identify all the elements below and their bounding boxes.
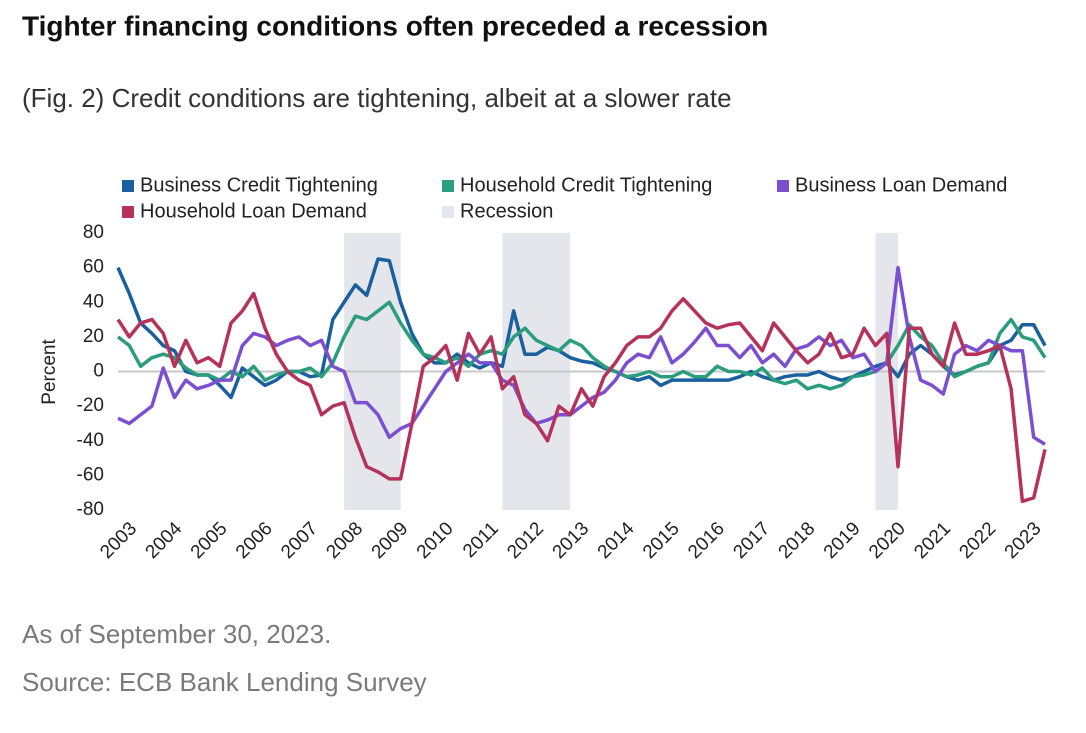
legend-swatch (122, 206, 134, 218)
legend-swatch (122, 180, 134, 192)
legend-swatch (777, 180, 789, 192)
x-tick-label: 2017 (729, 518, 774, 563)
legend-swatch (442, 180, 454, 192)
chart-subtitle: (Fig. 2) Credit conditions are tightenin… (22, 83, 732, 113)
y-tick-label: -60 (77, 464, 104, 485)
x-tick-label: 2010 (413, 518, 458, 563)
y-tick-label: 40 (83, 291, 104, 312)
x-tick-label: 2020 (865, 518, 910, 563)
x-tick-label: 2023 (1001, 518, 1046, 563)
x-tick-label: 2003 (96, 518, 141, 563)
x-tick-label: 2007 (277, 518, 322, 563)
x-tick-label: 2012 (503, 518, 548, 563)
x-tick-label: 2018 (775, 518, 820, 563)
x-tick-label: 2004 (142, 518, 187, 563)
x-tick-label: 2013 (549, 518, 594, 563)
y-axis-label: Percent (39, 339, 60, 405)
x-tick-label: 2021 (910, 518, 955, 563)
note: Source: ECB Bank Lending Survey (22, 667, 427, 697)
y-tick-label: 20 (83, 326, 104, 347)
note: As of September 30, 2023. (22, 619, 331, 649)
x-tick-label: 2019 (820, 518, 865, 563)
legend-label: Household Loan Demand (140, 200, 367, 222)
x-tick-label: 2022 (956, 518, 1001, 563)
x-tick-label: 2016 (684, 518, 729, 563)
series-line (116, 300, 1047, 391)
series-line (116, 291, 1047, 504)
x-tick-label: 2015 (639, 518, 684, 563)
legend-label: Recession (460, 200, 553, 222)
x-tick-label: 2009 (368, 518, 413, 563)
y-tick-label: -20 (77, 395, 104, 416)
x-tick-label: 2006 (232, 518, 277, 563)
x-tick-label: 2008 (322, 518, 367, 563)
legend-label: Business Credit Tightening (140, 174, 378, 196)
y-tick-label: 0 (93, 361, 104, 382)
legend-label: Household Credit Tightening (460, 174, 712, 196)
x-tick-label: 2014 (594, 518, 639, 563)
y-tick-label: -40 (77, 430, 104, 451)
legend-swatch (442, 206, 454, 218)
chart-title: Tighter financing conditions often prece… (22, 10, 768, 41)
x-tick-label: 2011 (459, 518, 503, 562)
x-tick-label: 2005 (187, 518, 232, 563)
legend-label: Business Loan Demand (795, 174, 1007, 196)
y-tick-label: 80 (83, 222, 104, 243)
y-tick-label: -80 (77, 499, 104, 520)
y-tick-label: 60 (83, 257, 104, 278)
